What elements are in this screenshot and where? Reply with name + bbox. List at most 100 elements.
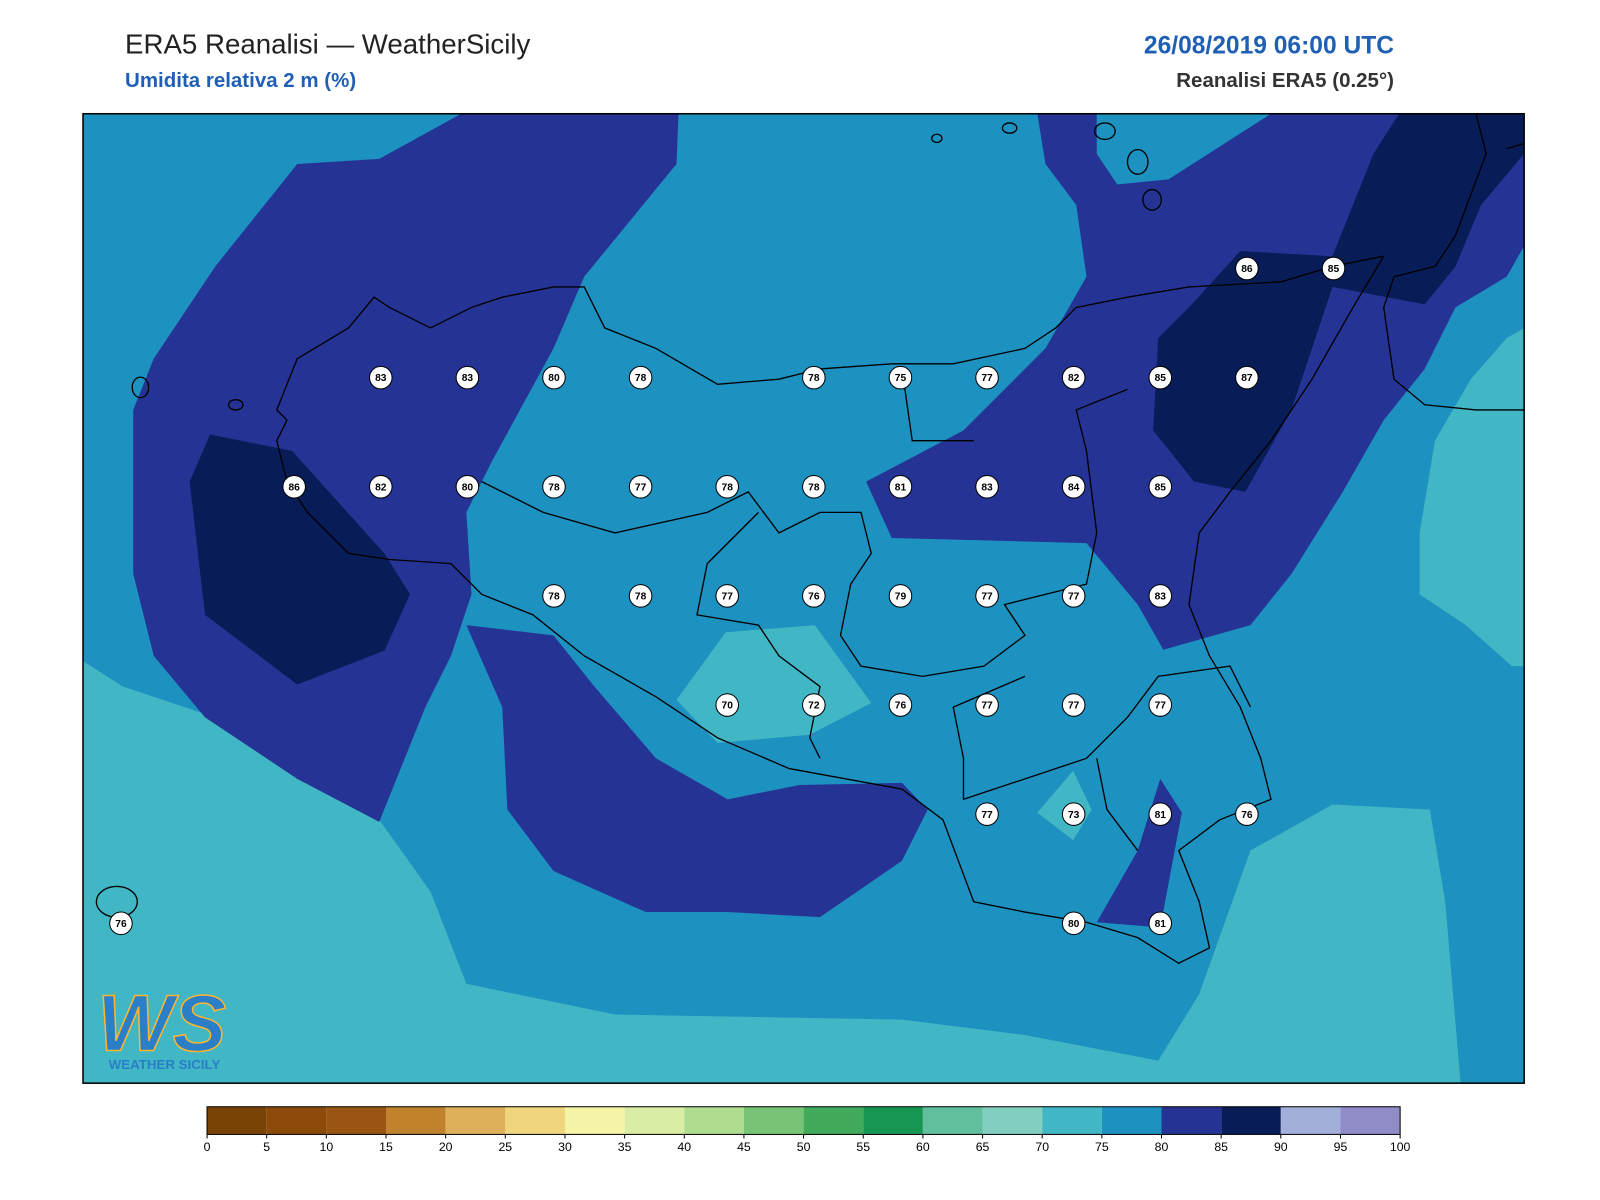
contour-fill xyxy=(189,434,410,685)
station: 77 xyxy=(628,474,653,499)
station-marker xyxy=(975,693,999,717)
colorbar-tick-label: 70 xyxy=(1035,1140,1049,1154)
station: 80 xyxy=(455,474,480,499)
station-value: 75 xyxy=(895,373,907,384)
colorbar-bin xyxy=(684,1106,744,1135)
station: 78 xyxy=(802,474,826,499)
island xyxy=(1094,122,1116,141)
station-marker xyxy=(975,584,999,608)
colorbar-bin xyxy=(624,1106,685,1135)
subtitle: Umidita relativa 2 m (%) xyxy=(125,69,356,92)
station-marker xyxy=(888,474,913,499)
station-value: 84 xyxy=(1068,482,1080,493)
station-value: 81 xyxy=(895,482,907,493)
station-value: 80 xyxy=(548,373,560,384)
station: 75 xyxy=(888,365,913,390)
station: 77 xyxy=(975,365,999,390)
station-value: 82 xyxy=(1068,373,1080,384)
colorbar-bin xyxy=(1221,1106,1281,1135)
station-marker xyxy=(888,693,913,717)
colorbar-bin xyxy=(1101,1106,1162,1135)
station: 73 xyxy=(1061,802,1086,826)
station-marker xyxy=(975,474,999,499)
station-value: 77 xyxy=(1068,591,1080,602)
colorbar-tick-label: 20 xyxy=(439,1140,453,1154)
logo-text: WEATHER SICILY xyxy=(109,1057,221,1072)
colorbar-tick-label: 55 xyxy=(856,1140,870,1154)
colorbar-tick-label: 60 xyxy=(916,1140,930,1154)
station-value: 77 xyxy=(981,591,993,602)
station-value: 78 xyxy=(548,482,560,493)
colorbar-bin xyxy=(445,1106,506,1135)
station: 78 xyxy=(542,474,566,499)
station: 81 xyxy=(888,474,913,499)
station-marker xyxy=(1235,256,1259,281)
colorbar-tick-label: 15 xyxy=(379,1140,393,1154)
colorbar-bin xyxy=(803,1106,864,1135)
station-value: 78 xyxy=(635,591,647,602)
station-marker xyxy=(542,474,566,499)
station-value: 77 xyxy=(635,482,647,493)
station-value: 76 xyxy=(895,701,907,712)
station-marker xyxy=(888,584,913,608)
station: 81 xyxy=(1148,802,1173,826)
station-value: 83 xyxy=(375,373,387,384)
station: 83 xyxy=(368,365,393,390)
colorbar-bin xyxy=(564,1106,625,1135)
colorbar-tick-label: 85 xyxy=(1214,1140,1228,1154)
station-value: 81 xyxy=(1155,919,1167,930)
station-value: 78 xyxy=(808,482,820,493)
station-value: 73 xyxy=(1068,810,1080,821)
colorbar-tick-label: 50 xyxy=(797,1140,811,1154)
colorbar-tick-label: 40 xyxy=(677,1140,691,1154)
station: 79 xyxy=(888,584,913,608)
colorbar-bin xyxy=(386,1106,446,1135)
colorbar-bin xyxy=(207,1106,267,1135)
station: 78 xyxy=(542,584,566,608)
station: 83 xyxy=(1148,584,1173,608)
station: 77 xyxy=(1061,584,1086,608)
colorbar-bin xyxy=(982,1106,1043,1135)
station-marker xyxy=(715,693,740,717)
colorbar-bin xyxy=(1042,1106,1102,1135)
station-marker xyxy=(109,911,133,936)
station-value: 72 xyxy=(808,701,820,712)
station-marker xyxy=(1061,584,1086,608)
colorbar-tick-label: 5 xyxy=(263,1140,270,1154)
station-marker xyxy=(368,474,393,499)
station: 77 xyxy=(975,693,999,717)
station-marker xyxy=(1148,911,1173,936)
station-marker xyxy=(542,584,566,608)
station-value: 79 xyxy=(895,591,907,602)
station-marker xyxy=(628,474,653,499)
colorbar-tick-label: 95 xyxy=(1334,1140,1348,1154)
colorbar-tick-label: 30 xyxy=(558,1140,572,1154)
station-value: 80 xyxy=(462,482,474,493)
station-marker xyxy=(715,584,740,608)
contour-fill xyxy=(1419,327,1525,667)
colorbar-bin xyxy=(326,1106,387,1135)
colorbar-bin xyxy=(922,1106,983,1135)
station: 83 xyxy=(975,474,999,499)
contour-fill xyxy=(83,660,1461,1084)
station: 81 xyxy=(1148,911,1173,936)
colorbar-tick-label: 75 xyxy=(1095,1140,1109,1154)
station-marker xyxy=(975,802,999,826)
station: 77 xyxy=(1148,693,1173,717)
station: 78 xyxy=(628,365,653,390)
province-border xyxy=(481,368,1252,851)
station-value: 77 xyxy=(1155,701,1167,712)
station-marker xyxy=(888,365,913,390)
station-value: 85 xyxy=(1328,264,1340,275)
map-frame xyxy=(82,112,1525,1084)
colorbar-bin xyxy=(1280,1106,1341,1135)
station: 76 xyxy=(1235,802,1259,826)
station-marker xyxy=(1061,693,1086,717)
station-value: 70 xyxy=(722,701,734,712)
station: 78 xyxy=(802,365,826,390)
colorbar-bin xyxy=(1340,1106,1401,1135)
station-marker xyxy=(542,365,566,390)
station: 77 xyxy=(975,584,999,608)
colorbar-bin xyxy=(1161,1106,1222,1135)
